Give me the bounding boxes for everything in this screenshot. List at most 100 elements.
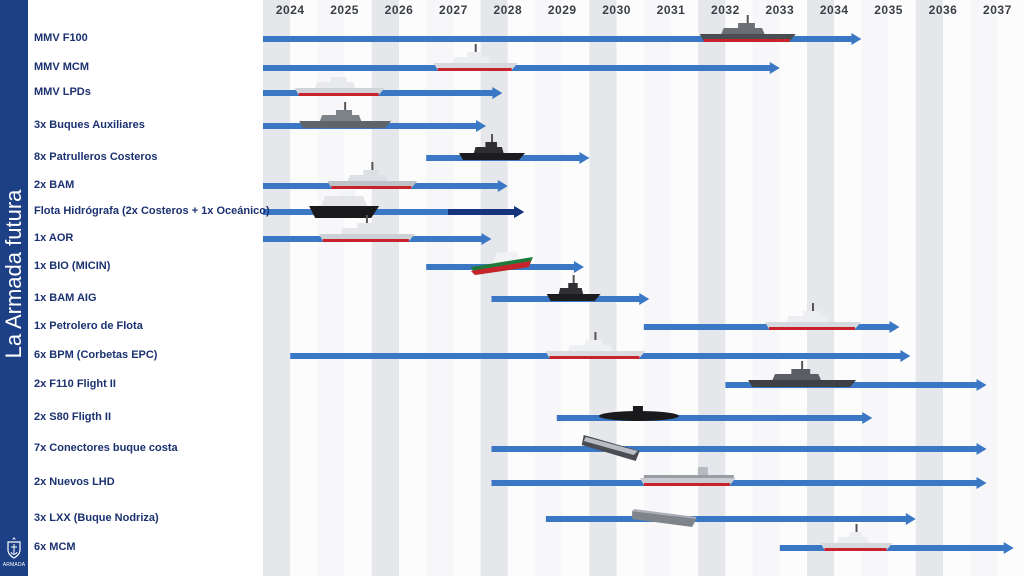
bar-arrowhead [889, 321, 900, 333]
bar-arrowhead [976, 443, 987, 455]
year-column [426, 0, 454, 576]
bar-shaft [263, 65, 771, 71]
year-axis: 2024 2025 2026 2027 2028 2029 2030 2031 2032 2033… [276, 3, 1012, 17]
year-column-half [453, 0, 481, 576]
year-column [752, 0, 780, 576]
program-label: 1x BAM AIG [34, 292, 97, 304]
program-label: 2x BAM [34, 179, 75, 191]
year-column [589, 0, 617, 576]
year-label: 2033 [765, 3, 794, 17]
program-label: MMV LPDs [34, 86, 91, 98]
lxx-ship-icon [632, 509, 697, 527]
program-label: 6x MCM [34, 541, 76, 553]
bar-arrowhead [481, 233, 492, 245]
bar-arrowhead [976, 477, 987, 489]
program-label: 1x BIO (MICIN) [34, 260, 111, 272]
program-bar [263, 206, 525, 218]
f110-dark-ship-icon [748, 361, 857, 387]
aux-gray-ship-icon [299, 102, 392, 128]
bar-arrowhead [1003, 542, 1014, 554]
year-column [263, 0, 291, 576]
year-label: 2025 [330, 3, 359, 17]
year-column-half [725, 0, 753, 576]
year-label: 2034 [820, 3, 849, 17]
program-bar [545, 513, 916, 525]
year-column-half [671, 0, 699, 576]
program-label: MMV MCM [34, 61, 89, 73]
bar-shaft [643, 324, 891, 330]
program-bar [643, 321, 900, 333]
year-column-half [507, 0, 535, 576]
bar-arrowhead [492, 87, 503, 99]
bio-green-ship-icon [470, 251, 533, 275]
year-label: 2032 [711, 3, 740, 17]
program-label: 2x Nuevos LHD [34, 476, 115, 488]
program-bar [263, 33, 862, 45]
year-column-half [399, 0, 427, 576]
bar-arrowhead [769, 62, 780, 74]
year-column-half [997, 0, 1024, 576]
bar-shaft [263, 36, 853, 42]
bar-arrowhead-dark [514, 206, 525, 218]
sidebar: La Armada futura ARMADA [0, 0, 28, 576]
program-labels: MMV F100 MMV MCM MMV LPDs 3x Buques Auxilia… [28, 0, 270, 576]
bar-shaft-dark [447, 209, 516, 215]
program-bar [491, 477, 987, 489]
aor-red-ship-icon [318, 215, 415, 242]
year-column-half [943, 0, 971, 576]
program-bar [779, 542, 1014, 554]
bar-arrowhead [639, 293, 650, 305]
program-label: 6x BPM (Corbetas EPC) [34, 349, 158, 361]
patrol-black-ship-icon [459, 134, 526, 160]
aig-black-ship-icon [546, 275, 601, 301]
program-bar [556, 412, 873, 424]
year-columns [263, 0, 1024, 576]
bar-arrowhead [976, 379, 987, 391]
year-label: 2024 [276, 3, 305, 17]
bar-arrowhead [497, 180, 508, 192]
year-label: 2026 [385, 3, 414, 17]
year-label: 2037 [983, 3, 1012, 17]
year-column [915, 0, 943, 576]
program-label: 3x Buques Auxiliares [34, 119, 145, 131]
year-label: 2036 [929, 3, 958, 17]
program-label: MMV F100 [34, 32, 88, 44]
year-column [970, 0, 998, 576]
bar-shaft [556, 415, 864, 421]
year-label: 2029 [548, 3, 577, 17]
bar-shaft [263, 209, 516, 215]
year-column-half [888, 0, 916, 576]
bar-arrowhead [476, 120, 487, 132]
frigate-dark-ship-icon [699, 15, 796, 42]
year-column [643, 0, 671, 576]
bar-arrowhead [862, 412, 873, 424]
program-label: Flota Hidrógrafa (2x Costeros + 1x Oceán… [34, 205, 270, 217]
bar-shaft [491, 480, 978, 486]
year-column [371, 0, 399, 576]
year-column [535, 0, 563, 576]
bar-arrowhead [905, 513, 916, 525]
year-column [807, 0, 835, 576]
program-label: 7x Conectores buque costa [34, 442, 178, 454]
program-label: 1x Petrolero de Flota [34, 320, 143, 332]
armada-logo-icon [7, 537, 21, 559]
program-label: 1x AOR [34, 232, 74, 244]
year-column [861, 0, 889, 576]
year-column-half [616, 0, 644, 576]
program-label: 2x F110 Flight II [34, 378, 116, 390]
corvette-red-ship-icon [545, 332, 646, 359]
bar-arrowhead [579, 152, 590, 164]
bar-arrowhead [900, 350, 911, 362]
mcm-red-ship-icon [820, 524, 893, 551]
hydro-black-ship-icon [309, 190, 380, 218]
year-column-half [779, 0, 807, 576]
year-label: 2027 [439, 3, 468, 17]
year-label: 2028 [493, 3, 522, 17]
submarine-ship-icon [598, 406, 679, 421]
bar-shaft [779, 545, 1005, 551]
year-column-half [834, 0, 862, 576]
amphib-red-ship-icon [294, 77, 385, 96]
program-bar [491, 443, 987, 455]
bar-shaft [545, 516, 907, 522]
